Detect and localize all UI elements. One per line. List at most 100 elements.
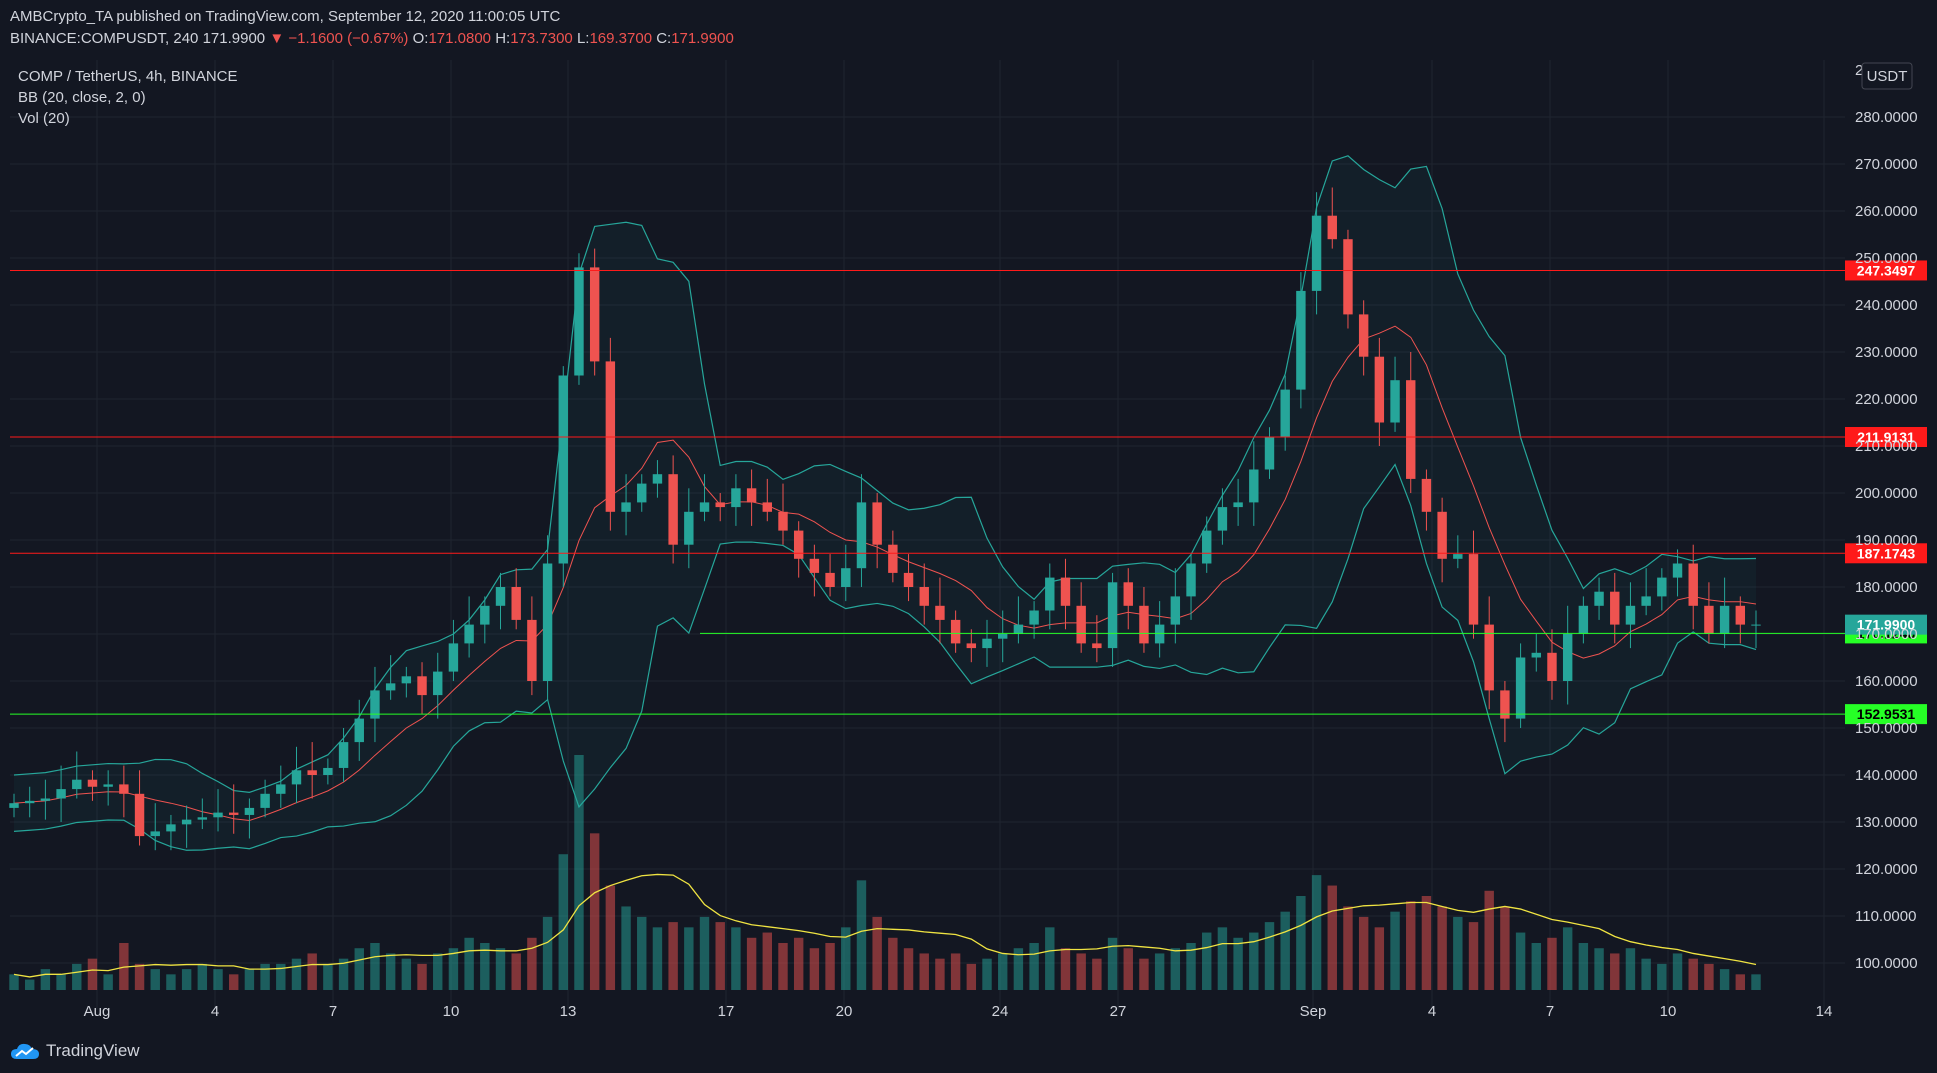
volume-bar: [448, 948, 459, 990]
bb-basis: [13, 325, 1757, 822]
candle-body: [731, 488, 741, 508]
candle-body: [1092, 643, 1102, 649]
volume-bar: [150, 969, 160, 990]
currency-badge[interactable]: USDT: [1861, 62, 1913, 90]
candle-body: [1217, 507, 1228, 531]
volume-bar: [1107, 937, 1118, 990]
price-chart[interactable]: 247.3497211.9131187.1743170.1246152.9531…: [0, 0, 1937, 1040]
high-value: 173.7300: [510, 30, 573, 47]
publish-info: AMBCrypto_TA published on TradingView.co…: [10, 8, 561, 25]
volume-bar: [1217, 927, 1228, 990]
volume-bar: [935, 958, 945, 990]
tradingview-logo[interactable]: TradingView: [10, 1041, 140, 1061]
volume-bar: [1406, 901, 1416, 990]
y-tick-label: 280.0000: [1855, 109, 1918, 126]
level-price-label: 152.9531: [1857, 706, 1916, 722]
volume-bar: [1735, 974, 1746, 990]
volume-bar: [574, 755, 584, 990]
volume-bar: [354, 948, 364, 990]
brand-name: TradingView: [46, 1041, 140, 1060]
candle-body: [1453, 554, 1463, 559]
candle-body: [715, 502, 725, 508]
candle-body: [1249, 469, 1259, 503]
volume-bar: [1657, 963, 1667, 990]
candle-body: [1327, 215, 1337, 240]
candle-body: [1562, 634, 1573, 681]
legend-title: COMP / TetherUS, 4h, BINANCE: [18, 68, 238, 85]
volume-bar: [966, 963, 977, 990]
candle-body: [872, 502, 882, 545]
candle-body: [244, 807, 255, 815]
volume-bar: [511, 953, 521, 990]
candle-body: [229, 812, 239, 815]
x-tick-label: 10: [1660, 1003, 1677, 1020]
legend-bb: BB (20, close, 2, 0): [18, 89, 146, 106]
open-label: O:: [412, 30, 429, 47]
candle-body: [385, 683, 396, 691]
x-tick-label: Aug: [84, 1003, 111, 1020]
volume-bar: [1704, 963, 1714, 990]
volume-bar: [56, 974, 66, 990]
y-tick-label: 170.0000: [1855, 626, 1918, 643]
volume-bar: [229, 974, 239, 990]
last-price-tag: [1845, 614, 1927, 635]
x-tick-label: 24: [992, 1003, 1009, 1020]
volume-bar: [72, 963, 82, 990]
volume-bar: [1515, 932, 1526, 990]
y-tick-label: 270.0000: [1855, 156, 1918, 173]
candle-body: [1704, 605, 1714, 634]
candle-body: [1029, 610, 1039, 625]
candle-body: [1233, 502, 1243, 508]
candle-body: [841, 568, 851, 587]
y-tick-label: 150.0000: [1855, 720, 1918, 737]
level-price-tag: [1845, 427, 1927, 448]
candle-body: [260, 793, 270, 808]
volume-bar: [872, 916, 882, 990]
volume-bar: [1280, 911, 1290, 990]
volume-bar: [1045, 927, 1055, 990]
close-label: C:: [656, 30, 672, 47]
y-tick-label: 2: [1855, 62, 1863, 79]
price-axis: 280.0000 270.0000 260.0000 250.0000 240.0000…: [1855, 62, 1918, 972]
volume-ma-line: [13, 873, 1757, 978]
time-axis: Aug 4 7 10 13 17 20 24 27 Sep 4 7 10 14: [84, 1003, 1833, 1020]
volume-bar: [1531, 943, 1541, 990]
candle-body: [1641, 596, 1651, 606]
candle-body: [1484, 624, 1494, 691]
candle-body: [982, 638, 992, 649]
candle-body: [527, 619, 537, 681]
volume-bar: [276, 963, 286, 990]
candle-body: [966, 643, 977, 649]
candle-body: [1139, 605, 1149, 644]
y-tick-label: 250.0000: [1855, 250, 1918, 267]
candle-body: [1515, 657, 1526, 719]
volume-bar: [731, 927, 741, 990]
volume-bar: [1625, 948, 1636, 990]
candle-body: [997, 634, 1008, 639]
volume-bar: [1672, 953, 1683, 990]
change-down-arrow-icon: ▼: [269, 30, 285, 47]
tradingview-cloud-icon: [11, 1043, 39, 1059]
volume-bar: [1468, 922, 1479, 990]
candle-body: [1421, 478, 1432, 512]
candle-body: [1578, 605, 1589, 634]
candle-body: [1735, 605, 1746, 625]
volume-bar: [1186, 943, 1196, 990]
volume-bar: [778, 943, 788, 990]
candle-body: [1657, 577, 1667, 597]
level-price-tag: [1845, 260, 1927, 281]
volume-bar: [291, 958, 302, 990]
volume-bar: [1233, 937, 1243, 990]
volume-bar: [1170, 948, 1181, 990]
y-tick-label: 130.0000: [1855, 814, 1918, 831]
volume-bar: [464, 937, 474, 990]
candle-body: [1625, 605, 1636, 625]
volume-bar: [166, 974, 176, 990]
candle-body: [1280, 389, 1290, 437]
candle-body: [652, 474, 663, 484]
volume-bar: [1327, 885, 1337, 990]
volume-bar: [1562, 927, 1573, 990]
volume-bar: [997, 953, 1008, 990]
candle-body: [746, 488, 757, 503]
volume-bar: [668, 922, 678, 990]
